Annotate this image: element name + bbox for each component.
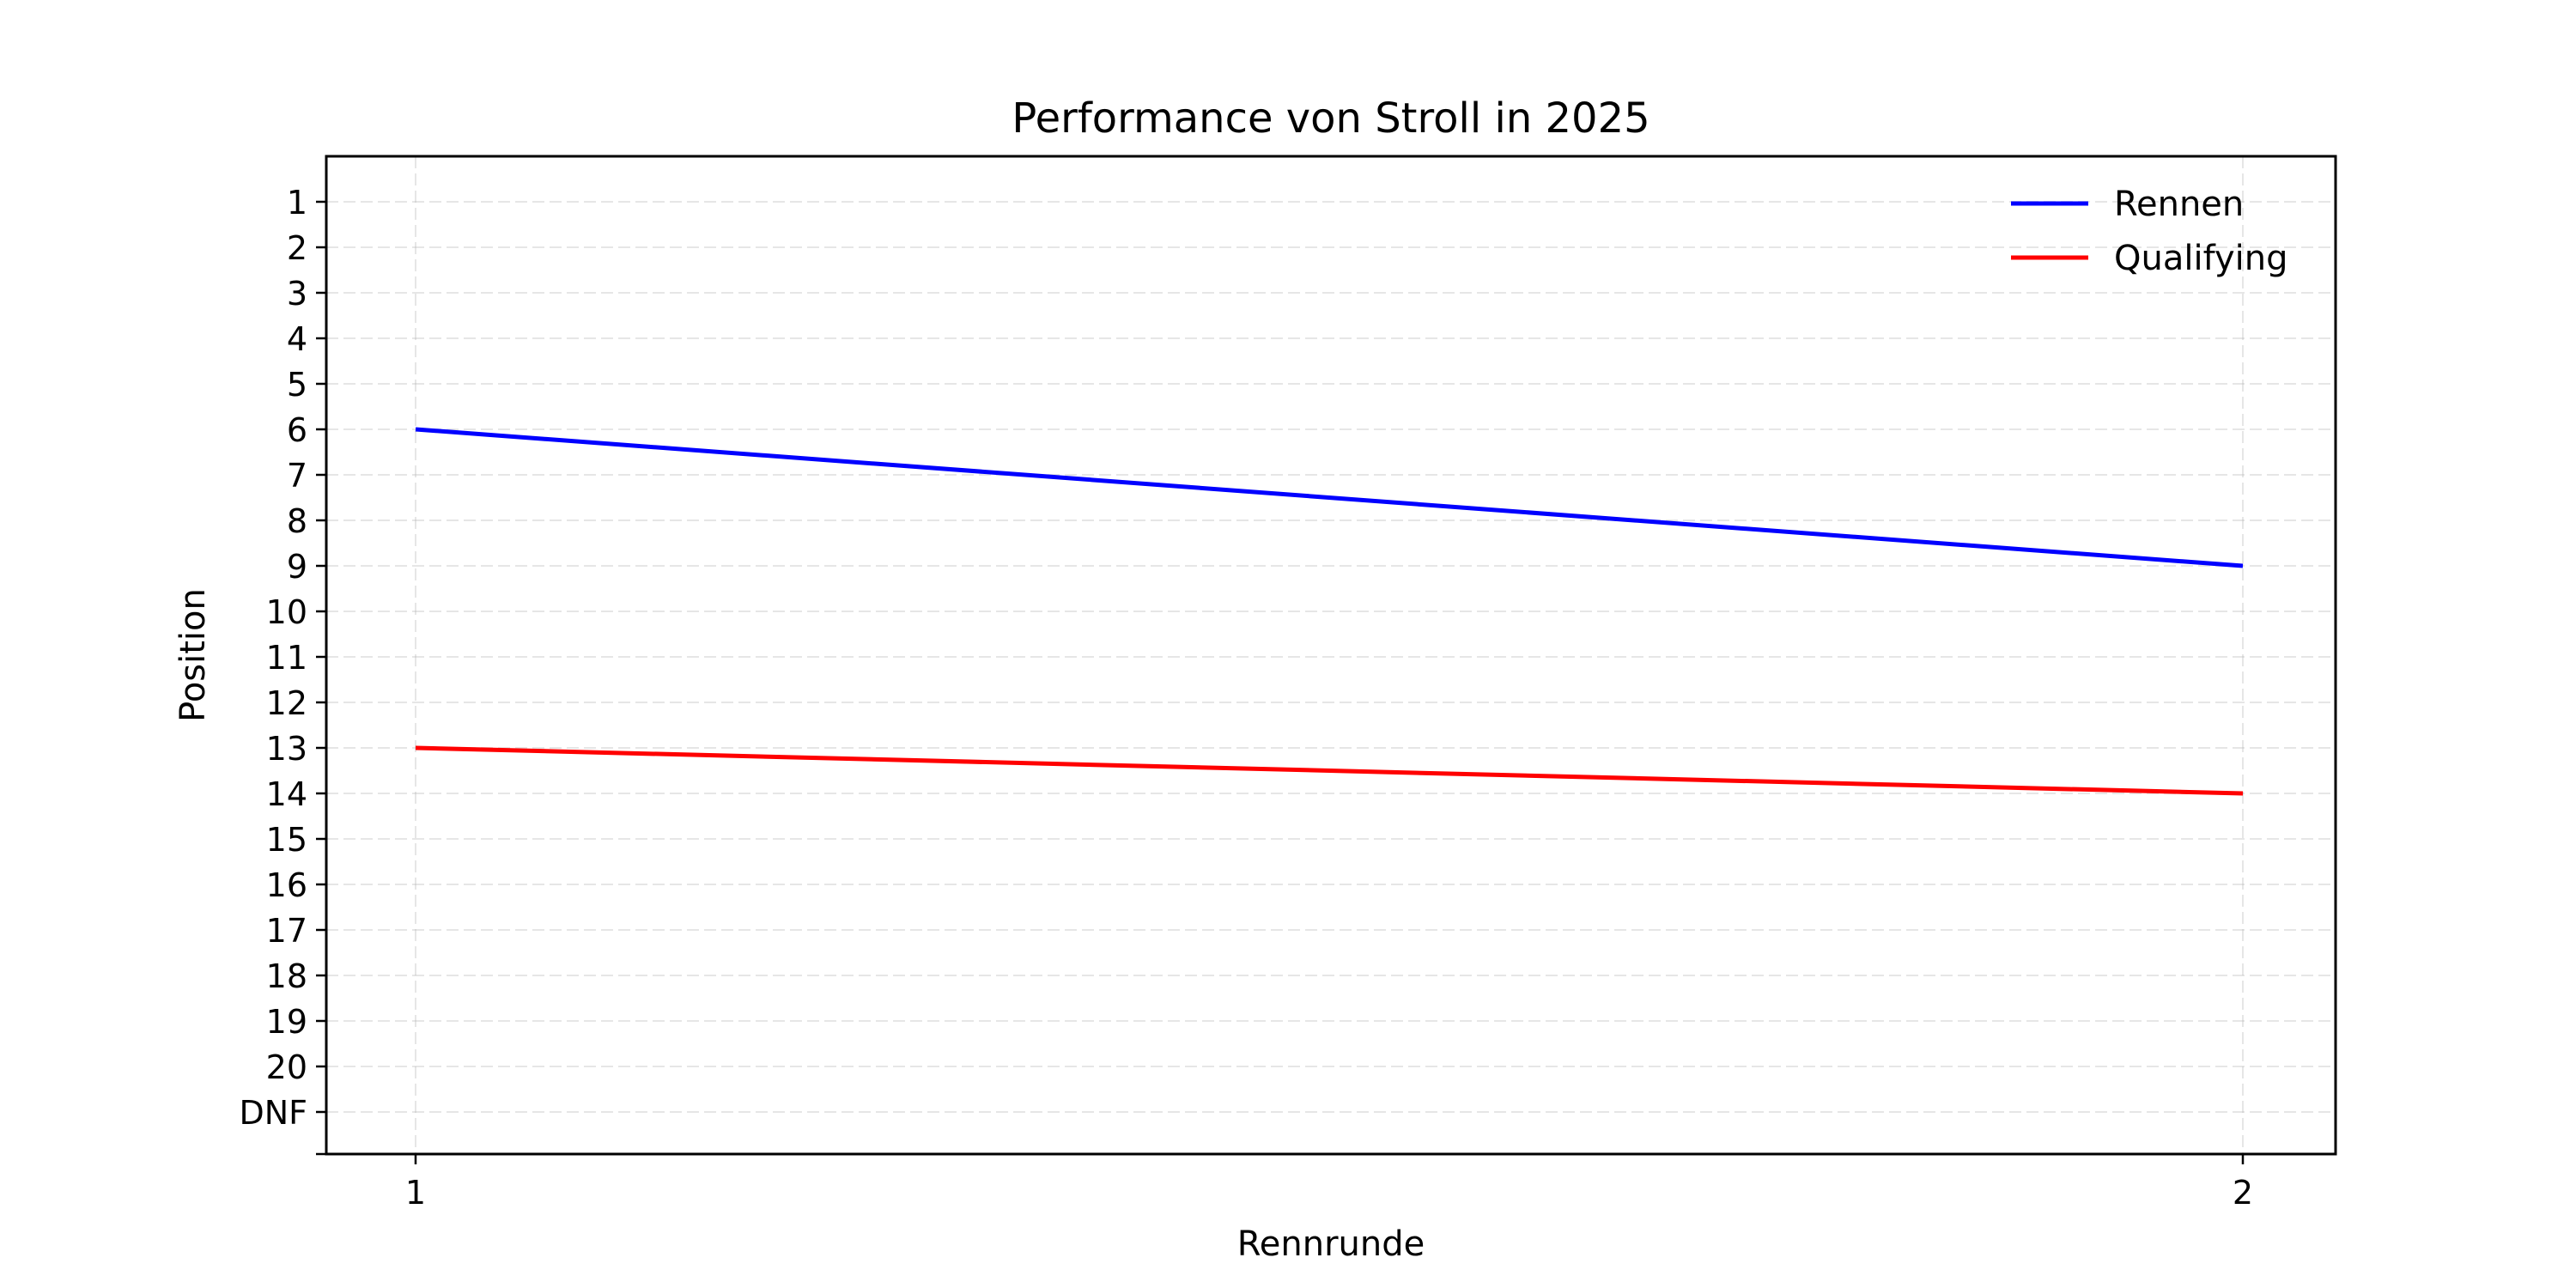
series-layer [415,427,2244,796]
y-tick-label: 11 [266,639,307,677]
y-tick-label: 14 [266,775,307,813]
y-tick-label: 12 [266,684,307,722]
x-tick-label: 1 [405,1174,426,1212]
y-tick-label: 2 [287,229,307,267]
y-tick-label: 3 [287,275,307,313]
y-tick-label: DNF [239,1094,307,1132]
y-tick-label: 16 [266,866,307,904]
y-tick-label: 4 [287,320,307,358]
y-tick-label: 18 [266,957,307,995]
x-axis-label: Rennrunde [1237,1224,1425,1264]
y-tick-label: 5 [287,366,307,404]
plot-frame [325,155,2337,1156]
y-tick-label: 1 [287,184,307,222]
y-tick-label: 15 [266,821,307,859]
series-line-1 [415,745,2244,796]
y-tick-label: 10 [266,593,307,631]
series-line-0 [415,427,2244,568]
y-tick-label: 13 [266,730,307,768]
grid [326,156,2336,1154]
y-tick-label: 7 [287,457,307,495]
x-tick-label: 2 [2233,1174,2253,1212]
y-tick-label: 20 [266,1048,307,1086]
y-tick-label: 8 [287,502,307,540]
chart-title: Performance von Stroll in 2025 [1012,94,1649,143]
legend: Rennen Qualifying [2011,185,2287,278]
legend-label: Rennen [2114,185,2244,224]
y-tick-label: 6 [287,411,307,449]
y-axis-label: Position [173,588,213,722]
legend-label: Qualifying [2114,239,2287,278]
y-tick-label: 17 [266,912,307,950]
y-tick-label: 19 [266,1003,307,1041]
y-tick-label: 9 [287,548,307,586]
